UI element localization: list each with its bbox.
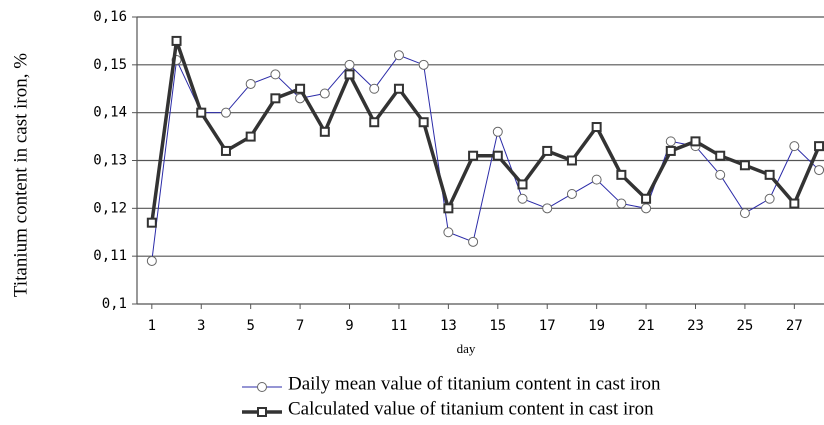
data-point [295,83,306,94]
x-tick-label: 27 [786,318,803,334]
data-point [245,131,256,142]
x-tick-label: 21 [638,318,655,334]
data-point [196,107,207,118]
x-tick-label: 19 [588,318,605,334]
data-point [517,179,528,190]
x-tick-label: 1 [148,318,156,334]
x-tick-label: 7 [296,318,304,334]
data-point [764,169,775,180]
data-point [146,217,157,228]
data-point [789,141,800,152]
x-tick-label: 25 [736,318,753,334]
data-point [171,35,182,46]
data-point [492,126,503,137]
data-point [641,193,652,204]
data-point [591,174,602,185]
y-tick-label: 0,1 [102,296,127,312]
data-point [517,193,528,204]
data-point [789,198,800,209]
data-point [443,227,454,238]
data-point [715,150,726,161]
y-tick-label: 0,16 [93,9,127,25]
y-tick-label: 0,13 [93,153,127,169]
data-point [344,69,355,80]
data-point [764,193,775,204]
data-point [468,236,479,247]
legend-label: Calculated value of titanium content in … [288,398,654,419]
data-point [393,50,404,61]
y-tick-label: 0,12 [93,200,127,216]
data-point [418,59,429,70]
data-point [418,117,429,128]
data-point [270,69,281,80]
data-point [146,255,157,266]
legend-label: Daily mean value of titanium content in … [288,373,661,394]
legend-marker [257,407,267,417]
x-tick-label: 13 [440,318,457,334]
data-point [443,203,454,214]
x-axis-label: day [457,341,476,356]
data-point [542,203,553,214]
data-point [616,198,627,209]
x-tick-label: 5 [246,318,254,334]
legend-marker [257,382,267,392]
data-point [715,169,726,180]
series-line [150,40,821,223]
y-tick-label: 0,11 [93,248,127,264]
data-point [739,160,750,171]
data-point [245,78,256,89]
data-point [566,155,577,166]
data-point [468,150,479,161]
y-axis-label: Titanium content in cast iron, % [10,53,31,297]
data-point [492,150,503,161]
data-point [739,208,750,219]
data-point [665,145,676,156]
data-point [814,141,824,152]
data-point [665,136,676,147]
series-line [151,54,820,262]
data-point [220,145,231,156]
x-tick-label: 11 [391,318,408,334]
data-point [591,122,602,133]
x-tick-label: 15 [489,318,506,334]
data-point [690,136,701,147]
data-point [566,188,577,199]
data-point [344,59,355,70]
data-point [542,145,553,156]
data-point [641,203,652,214]
x-tick-label: 17 [539,318,556,334]
x-tick-label: 23 [687,318,704,334]
data-point [319,126,330,137]
x-tick-label: 9 [345,318,353,334]
data-point [393,83,404,94]
data-point [814,165,824,176]
y-tick-label: 0,15 [93,57,127,73]
y-tick-label: 0,14 [93,105,127,121]
x-tick-label: 3 [197,318,205,334]
data-point [369,117,380,128]
data-point [270,93,281,104]
data-point [220,107,231,118]
data-point [369,83,380,94]
data-point [319,88,330,99]
data-point [616,169,627,180]
